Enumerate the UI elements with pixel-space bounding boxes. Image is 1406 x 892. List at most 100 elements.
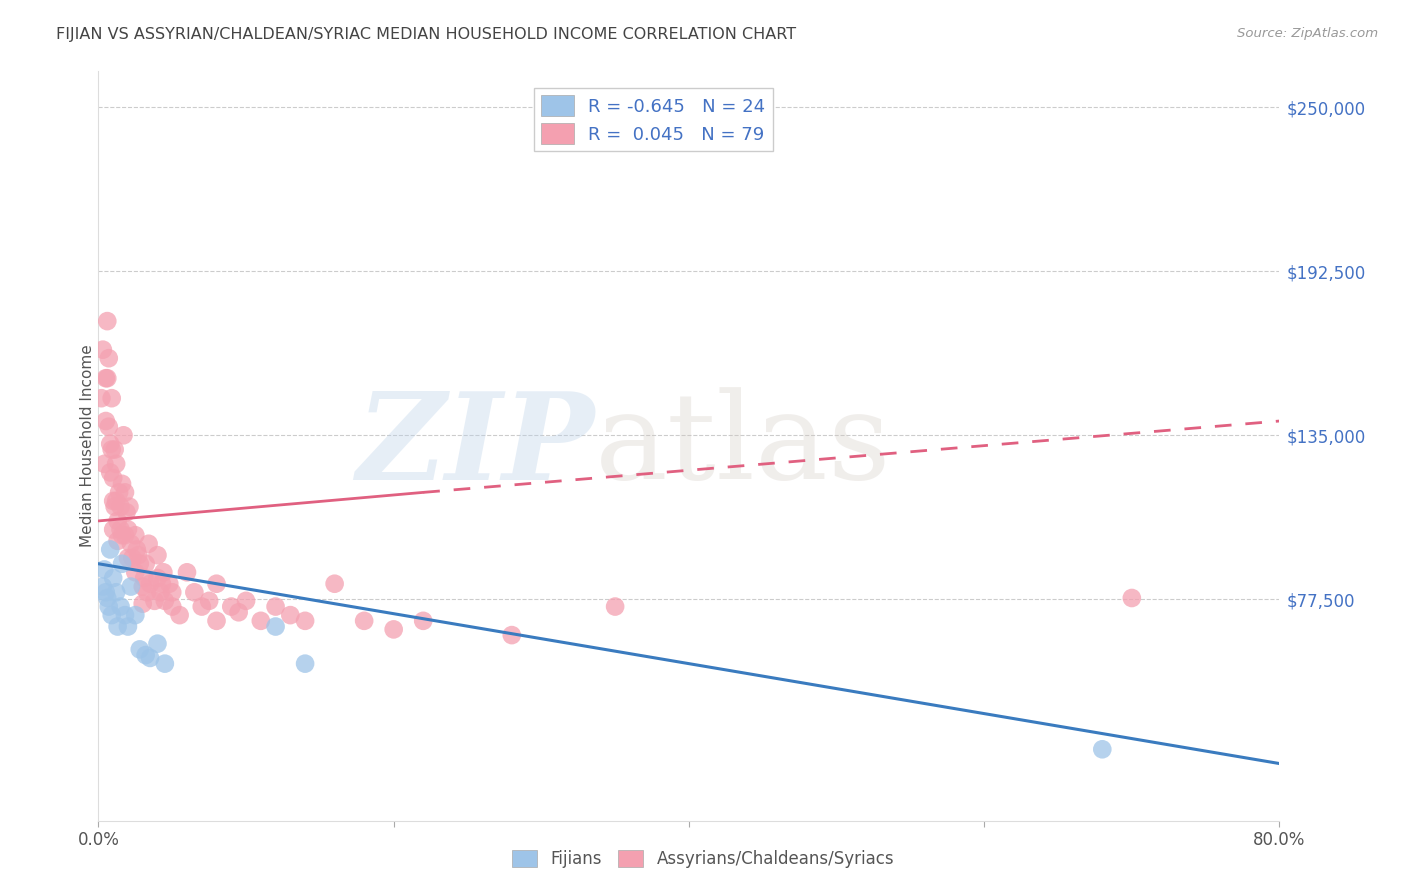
- Point: [108, 485, 131, 500]
- Point: [110, 500, 132, 514]
- Point: [110, 599, 132, 614]
- Point: [1121, 591, 1143, 605]
- Point: [120, 580, 142, 594]
- Point: [149, 585, 172, 599]
- Point: [117, 523, 139, 537]
- Point: [94, 585, 117, 599]
- Point: [93, 457, 115, 471]
- Point: [139, 576, 162, 591]
- Point: [250, 614, 273, 628]
- Text: FIJIAN VS ASSYRIAN/CHALDEAN/SYRIAC MEDIAN HOUSEHOLD INCOME CORRELATION CHART: FIJIAN VS ASSYRIAN/CHALDEAN/SYRIAC MEDIA…: [56, 27, 796, 42]
- Point: [97, 351, 120, 366]
- Point: [136, 585, 159, 599]
- Point: [146, 548, 169, 562]
- Point: [1091, 742, 1114, 756]
- Point: [97, 419, 120, 434]
- Point: [94, 414, 117, 428]
- Point: [121, 551, 143, 566]
- Point: [100, 391, 122, 405]
- Point: [105, 585, 128, 599]
- Point: [118, 500, 141, 514]
- Point: [153, 657, 176, 671]
- Point: [134, 571, 156, 585]
- Point: [125, 542, 148, 557]
- Point: [169, 608, 191, 623]
- Point: [96, 314, 118, 328]
- Point: [605, 599, 627, 614]
- Point: [124, 566, 146, 580]
- Point: [183, 585, 205, 599]
- Point: [157, 576, 180, 591]
- Point: [107, 533, 129, 548]
- Point: [94, 371, 117, 385]
- Point: [96, 371, 118, 385]
- Point: [91, 343, 114, 357]
- Point: [146, 637, 169, 651]
- Point: [127, 548, 149, 562]
- Legend: R = -0.645   N = 24, R =  0.045   N = 79: R = -0.645 N = 24, R = 0.045 N = 79: [534, 88, 773, 152]
- Point: [107, 514, 129, 528]
- Point: [105, 457, 128, 471]
- Point: [97, 599, 120, 614]
- Point: [235, 594, 257, 608]
- Point: [146, 571, 169, 585]
- Point: [114, 485, 136, 500]
- Point: [132, 597, 155, 611]
- Point: [128, 557, 150, 571]
- Point: [114, 608, 136, 623]
- Point: [124, 528, 146, 542]
- Point: [139, 651, 162, 665]
- Point: [103, 571, 125, 585]
- Point: [120, 537, 142, 551]
- Point: [100, 442, 122, 457]
- Point: [138, 537, 160, 551]
- Point: [143, 594, 166, 608]
- Point: [382, 623, 405, 637]
- Point: [105, 494, 128, 508]
- Point: [98, 437, 121, 451]
- Point: [90, 391, 112, 405]
- Point: [91, 580, 114, 594]
- Point: [107, 619, 129, 633]
- Point: [100, 608, 122, 623]
- Point: [153, 594, 176, 608]
- Point: [110, 523, 132, 537]
- Point: [111, 476, 134, 491]
- Y-axis label: Median Household Income: Median Household Income: [80, 344, 94, 548]
- Point: [117, 551, 139, 566]
- Text: atlas: atlas: [595, 387, 891, 505]
- Point: [103, 471, 125, 485]
- Point: [128, 642, 150, 657]
- Point: [117, 619, 139, 633]
- Point: [98, 542, 121, 557]
- Point: [294, 614, 316, 628]
- Point: [135, 648, 157, 662]
- Point: [103, 494, 125, 508]
- Point: [152, 566, 174, 580]
- Point: [280, 608, 302, 623]
- Point: [132, 580, 155, 594]
- Point: [150, 576, 173, 591]
- Point: [111, 557, 134, 571]
- Point: [162, 585, 183, 599]
- Point: [115, 505, 138, 519]
- Point: [501, 628, 523, 642]
- Point: [264, 619, 287, 633]
- Legend: Fijians, Assyrians/Chaldeans/Syriacs: Fijians, Assyrians/Chaldeans/Syriacs: [505, 843, 901, 875]
- Point: [294, 657, 316, 671]
- Point: [104, 500, 127, 514]
- Point: [205, 614, 228, 628]
- Point: [104, 442, 127, 457]
- Point: [98, 466, 121, 480]
- Point: [198, 594, 221, 608]
- Point: [112, 428, 135, 442]
- Point: [353, 614, 375, 628]
- Point: [93, 562, 115, 576]
- Text: Source: ZipAtlas.com: Source: ZipAtlas.com: [1237, 27, 1378, 40]
- Point: [264, 599, 287, 614]
- Point: [114, 528, 136, 542]
- Point: [191, 599, 214, 614]
- Point: [103, 523, 125, 537]
- Text: ZIP: ZIP: [356, 387, 595, 505]
- Point: [412, 614, 434, 628]
